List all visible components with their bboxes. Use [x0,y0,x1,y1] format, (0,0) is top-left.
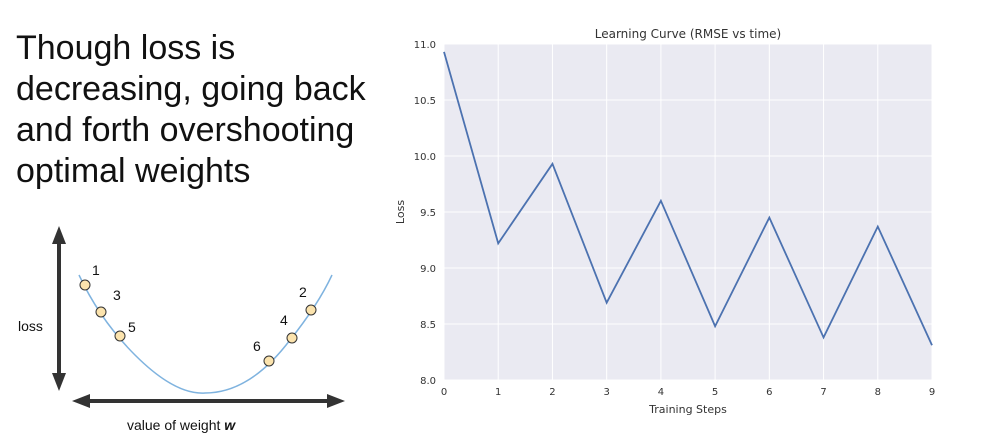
grid [443,43,933,381]
y-tick-label: 9.5 [420,208,436,219]
x-tick-label: 8 [875,387,881,398]
weight-point-1 [79,279,91,291]
loss-axis-label: loss [18,318,43,334]
weight-axis-label: value of weight w [127,417,236,433]
x-tick-label: 3 [603,387,609,398]
y-tick-labels: 8.0 8.5 9.0 9.5 10.0 10.5 11.0 [414,40,436,387]
x-tick-label: 0 [441,387,447,398]
x-tick-label: 6 [766,387,772,398]
y-tick-label: 10.5 [414,96,436,107]
x-tick-label: 2 [549,387,555,398]
loss-curve [78,274,333,394]
headline-line: Though loss is [16,29,236,67]
weight-point-label: 4 [280,312,288,328]
weight-point-4 [286,332,298,344]
weight-point-label: 1 [92,262,100,278]
weight-axis-label-prefix: value of weight [127,417,224,433]
weight-point-label: 6 [253,338,261,354]
x-axis-label: Training Steps [648,403,727,416]
weight-point-6 [263,355,275,367]
loss-axis-arrowhead-top [52,226,66,244]
loss-axis-arrowhead-bottom [52,373,66,391]
y-tick-label: 8.0 [420,376,436,387]
weight-point-3 [95,306,107,318]
weight-point-2 [305,304,317,316]
headline: Though loss is decreasing, going back an… [16,28,396,192]
weight-axis-arrowhead-right [327,394,345,408]
y-axis-label: Loss [394,200,407,224]
series-line-loss [443,51,933,346]
x-tick-labels: 0 1 2 3 4 5 6 7 8 9 [441,387,935,398]
x-tick-label: 1 [495,387,501,398]
x-tick-label: 4 [658,387,664,398]
y-tick-label: 10.0 [414,152,436,163]
weight-axis-label-var: w [224,417,236,433]
x-tick-label: 7 [820,387,826,398]
weight-point-label: 3 [113,287,121,303]
y-tick-label: 11.0 [414,40,436,51]
chart-title: Learning Curve (RMSE vs time) [595,27,781,41]
x-tick-label: 9 [929,387,935,398]
y-tick-label: 8.5 [420,320,436,331]
weight-point-label: 5 [128,319,136,335]
weight-point-5 [114,330,126,342]
headline-line: optimal weights [16,152,251,190]
x-tick-label: 5 [712,387,718,398]
headline-line: and forth overshooting [16,111,355,149]
weight-axis-arrowhead-left [72,394,90,408]
headline-line: decreasing, going back [16,70,366,108]
y-tick-label: 9.0 [420,264,436,275]
weight-point-label: 2 [299,284,307,300]
